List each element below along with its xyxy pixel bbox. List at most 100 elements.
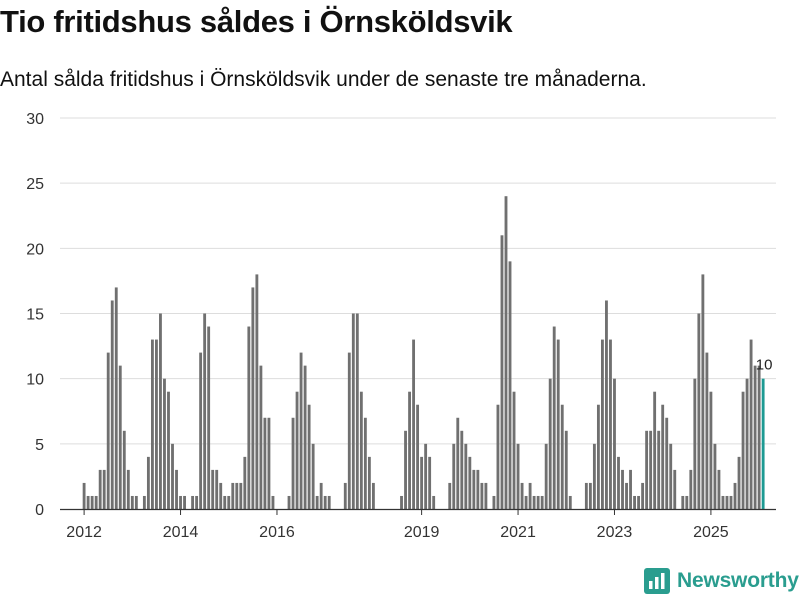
bar	[649, 430, 653, 509]
bar	[669, 443, 673, 509]
bar	[476, 469, 480, 509]
bar-series	[82, 196, 765, 510]
bar	[588, 482, 592, 509]
bar	[371, 482, 375, 509]
bar	[400, 495, 403, 509]
bar	[118, 365, 122, 509]
bar	[532, 495, 536, 509]
bar	[564, 430, 568, 509]
bar	[146, 456, 150, 509]
bar	[637, 495, 641, 509]
bar	[460, 430, 464, 509]
bar	[697, 313, 701, 509]
bar	[223, 495, 227, 509]
bar	[725, 495, 729, 509]
chart-title: Tio fritidshus såldes i Örnsköldsvik	[0, 4, 513, 39]
bar	[556, 339, 560, 509]
bar	[183, 495, 186, 509]
bar	[713, 443, 717, 509]
bar	[110, 300, 114, 509]
bar	[343, 482, 347, 509]
bar	[219, 482, 223, 509]
bar	[548, 378, 552, 509]
y-tick-label: 0	[35, 502, 44, 519]
newsworthy-logo-icon	[644, 568, 670, 594]
bar	[492, 495, 496, 509]
bar	[673, 469, 677, 509]
bar	[367, 456, 371, 509]
bar	[657, 430, 661, 509]
bar	[645, 430, 649, 509]
y-tick-label: 30	[26, 111, 44, 128]
bar	[613, 378, 616, 509]
bar	[592, 443, 596, 509]
bar	[255, 274, 259, 509]
bar	[661, 404, 665, 509]
bar	[199, 352, 203, 509]
bar	[424, 443, 428, 509]
bar	[540, 495, 544, 509]
bar	[355, 313, 359, 509]
data-label-latest: 10	[756, 357, 773, 374]
bar	[315, 495, 319, 509]
y-tick-label: 10	[26, 372, 44, 389]
bar	[319, 482, 323, 509]
bar	[291, 417, 295, 509]
bar	[114, 287, 118, 509]
bar	[167, 391, 170, 509]
newsworthy-logo-text: Newsworthy	[677, 569, 799, 592]
bar	[98, 469, 102, 509]
bar	[239, 482, 243, 509]
y-tick-label: 15	[26, 307, 44, 324]
bar	[307, 404, 311, 509]
bar	[584, 482, 588, 509]
bar	[749, 339, 753, 509]
bar	[155, 339, 158, 509]
x-tick-label: 2025	[693, 524, 729, 541]
bar	[484, 482, 488, 509]
bar	[705, 352, 709, 509]
bar	[480, 482, 484, 509]
bar	[552, 326, 556, 509]
bar	[629, 469, 632, 509]
bar	[347, 352, 351, 509]
bar	[311, 443, 315, 509]
x-tick-label: 2023	[597, 524, 633, 541]
bar	[504, 196, 508, 509]
bar	[263, 417, 267, 509]
bar	[621, 469, 624, 509]
bar	[641, 482, 645, 509]
bar	[753, 365, 757, 509]
bar	[745, 378, 749, 509]
bar	[560, 404, 564, 509]
bar	[452, 443, 456, 509]
x-tick-label: 2019	[404, 524, 440, 541]
bar	[211, 469, 215, 509]
bar	[721, 495, 725, 509]
bar	[448, 482, 452, 509]
x-axis: 2012 2014 2016 2019 2021 2023 2025	[60, 508, 776, 541]
y-axis: 0 5 10 15 20 25 30	[26, 111, 44, 519]
x-tick-label: 2014	[163, 524, 199, 541]
bar	[633, 495, 636, 509]
bar	[323, 495, 327, 509]
bar	[207, 326, 211, 509]
bar	[215, 469, 219, 509]
bar	[134, 495, 138, 509]
bar	[150, 339, 154, 509]
bar	[609, 339, 612, 509]
bar	[271, 495, 275, 509]
bar	[432, 495, 436, 509]
bar	[757, 365, 761, 509]
bar	[408, 391, 411, 509]
y-tick-label: 25	[26, 176, 44, 193]
bar	[82, 482, 86, 509]
bar	[191, 495, 195, 509]
bar	[665, 417, 669, 509]
bar	[689, 469, 693, 509]
bar	[464, 443, 468, 509]
bar	[617, 456, 620, 509]
bar	[195, 495, 199, 509]
bar	[605, 300, 608, 509]
